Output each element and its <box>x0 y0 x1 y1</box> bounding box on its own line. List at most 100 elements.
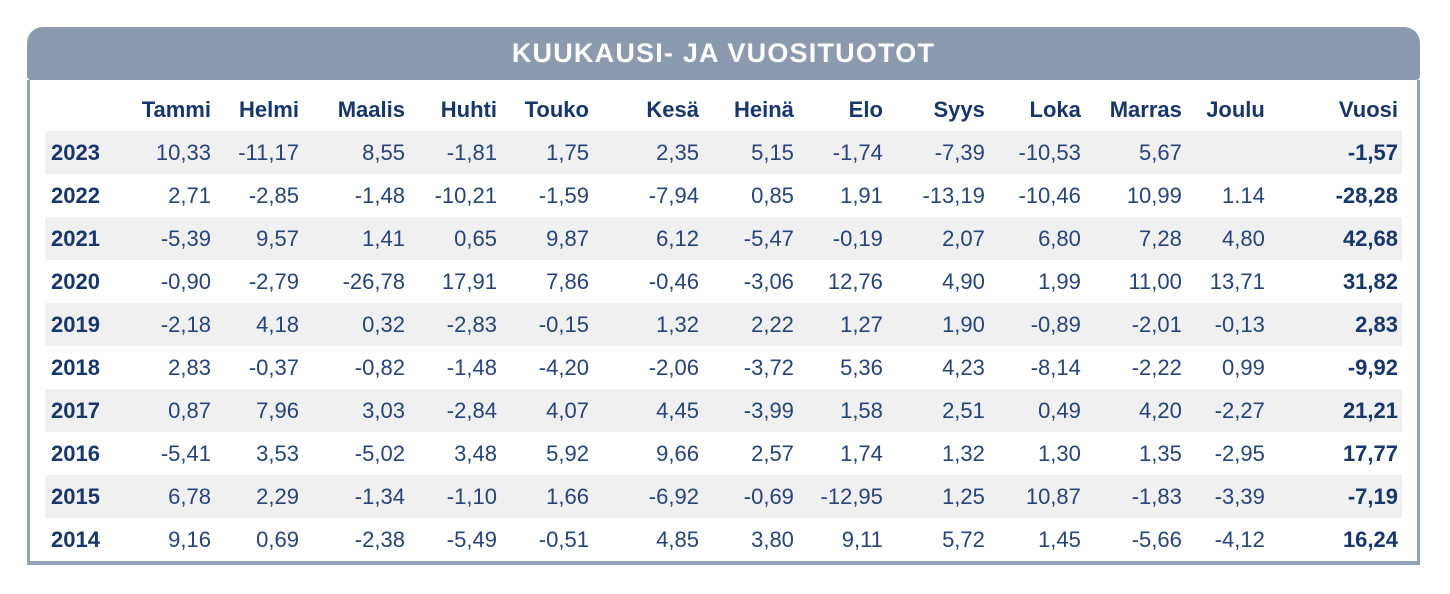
returns-card: KUUKAUSI- JA VUOSITUOTOT Tammi Helmi Maali… <box>27 27 1420 565</box>
value-cell: 1,35 <box>1139 440 1182 466</box>
value-cell: -0,46 <box>648 268 699 294</box>
value-cell: 7,96 <box>256 397 299 423</box>
value-cell: 1,99 <box>1038 268 1081 294</box>
value-cell: 4,18 <box>256 311 299 337</box>
value-cell: 5,67 <box>1139 139 1182 165</box>
value-cell: -5,47 <box>743 225 794 251</box>
value-cell: -5,49 <box>446 526 497 552</box>
year-total-cell: 17,77 <box>1342 440 1398 466</box>
value-cell: 1,41 <box>362 225 405 251</box>
value-cell: -10,46 <box>1018 182 1081 208</box>
value-cell: -8,14 <box>1030 354 1081 380</box>
table-container: Tammi Helmi Maalis Huhti Touko Kesä Heinä Elo Sy… <box>27 80 1420 565</box>
year-cell: 2020 <box>51 268 100 294</box>
value-cell: 1,75 <box>546 139 589 165</box>
table-row: 2022 2,71 -2,85 -1,48 -10,21 -1,59 -7,94 0,85 1,… <box>45 174 1402 217</box>
value-cell: 13,71 <box>1209 268 1265 294</box>
value-cell: -2,84 <box>446 397 497 423</box>
value-cell: 3,80 <box>751 526 794 552</box>
table-row: 2015 6,78 2,29 -1,34 -1,10 1,66 -6,92 -0,69 -12,… <box>45 475 1402 518</box>
value-cell: 4,85 <box>656 526 699 552</box>
value-cell: -7,94 <box>648 182 699 208</box>
value-cell: 0,32 <box>362 311 405 337</box>
value-cell: 1,58 <box>840 397 883 423</box>
column-header: Elo <box>848 96 883 122</box>
value-cell: 4,07 <box>546 397 589 423</box>
value-cell: 10,87 <box>1025 483 1081 509</box>
value-cell: 2,22 <box>751 311 794 337</box>
value-cell: 1,32 <box>656 311 699 337</box>
year-column-header <box>45 80 117 131</box>
value-cell: -0,82 <box>354 354 405 380</box>
value-cell: -2,85 <box>248 182 299 208</box>
value-cell: -2,38 <box>354 526 405 552</box>
column-header: Syys <box>933 96 985 122</box>
value-cell: -0,89 <box>1030 311 1081 337</box>
value-cell: 3,48 <box>454 440 497 466</box>
value-cell: 2,29 <box>256 483 299 509</box>
year-cell: 2014 <box>51 526 100 552</box>
value-cell: 5,15 <box>751 139 794 165</box>
value-cell: 5,36 <box>840 354 883 380</box>
value-cell: 0,65 <box>454 225 497 251</box>
value-cell: -1,59 <box>538 182 589 208</box>
column-header: Heinä <box>734 96 794 122</box>
value-cell: -3,06 <box>743 268 794 294</box>
table-row: 2014 9,16 0,69 -2,38 -5,49 -0,51 4,85 3,80 9,11 5… <box>45 518 1402 561</box>
column-header: Touko <box>524 96 589 122</box>
table-row: 2017 0,87 7,96 3,03 -2,84 4,07 4,45 -3,99 1,58 2,… <box>45 389 1402 432</box>
value-cell: 3,53 <box>256 440 299 466</box>
value-cell: -2,06 <box>648 354 699 380</box>
value-cell: -11,17 <box>238 139 299 165</box>
value-cell: -3,72 <box>743 354 794 380</box>
column-header: Marras <box>1109 96 1182 122</box>
value-cell: -0,37 <box>248 354 299 380</box>
value-cell: -12,95 <box>820 483 883 509</box>
value-cell: -1,10 <box>446 483 497 509</box>
value-cell: -5,39 <box>160 225 211 251</box>
table-row: 2018 2,83 -0,37 -0,82 -1,48 -4,20 -2,06 -3,72 5,… <box>45 346 1402 389</box>
column-header: Tammi <box>141 96 211 122</box>
value-cell: 2,57 <box>751 440 794 466</box>
value-cell: -0,69 <box>743 483 794 509</box>
value-cell: -26,78 <box>342 268 405 294</box>
value-cell: -7,39 <box>934 139 985 165</box>
column-header: Kesä <box>646 96 699 122</box>
value-cell: 4,20 <box>1139 397 1182 423</box>
value-cell: 6,78 <box>168 483 211 509</box>
value-cell: -1,83 <box>1131 483 1182 509</box>
column-header: Loka <box>1029 96 1081 122</box>
value-cell: 9,57 <box>256 225 299 251</box>
value-cell: -4,20 <box>538 354 589 380</box>
table-title-bar: KUUKAUSI- JA VUOSITUOTOT <box>27 27 1420 80</box>
value-cell: 2,35 <box>656 139 699 165</box>
value-cell: 9,16 <box>168 526 211 552</box>
value-cell: 9,11 <box>841 526 883 552</box>
value-cell: 4,90 <box>942 268 985 294</box>
table-title: KUUKAUSI- JA VUOSITUOTOT <box>511 38 936 68</box>
value-cell: 1.14 <box>1222 182 1265 208</box>
value-cell: 6,12 <box>656 225 699 251</box>
value-cell: 9,66 <box>656 440 699 466</box>
table-row: 2016 -5,41 3,53 -5,02 3,48 5,92 9,66 2,57 1,74 1,… <box>45 432 1402 475</box>
column-header: Helmi <box>239 96 299 122</box>
table-row: 2023 10,33 -11,17 8,55 -1,81 1,75 2,35 5,15 -1,7… <box>45 131 1402 174</box>
value-cell: 1,74 <box>840 440 883 466</box>
year-total-cell: -9,92 <box>1347 354 1398 380</box>
year-cell: 2017 <box>51 397 100 423</box>
value-cell: -10,21 <box>434 182 497 208</box>
year-total-cell: 2,83 <box>1355 311 1398 337</box>
value-cell: -0,19 <box>832 225 883 251</box>
column-header: Maalis <box>337 96 405 122</box>
value-cell: 5,72 <box>942 526 985 552</box>
table-row: 2020 -0,90 -2,79 -26,78 17,91 7,86 -0,46 -3,06 1… <box>45 260 1402 303</box>
value-cell: -5,41 <box>160 440 211 466</box>
value-cell: 9,87 <box>546 225 589 251</box>
value-cell: 1,30 <box>1038 440 1081 466</box>
value-cell: 10,33 <box>155 139 211 165</box>
year-total-cell: -7,19 <box>1347 483 1398 509</box>
value-cell: -2,22 <box>1131 354 1182 380</box>
value-cell: 8,55 <box>362 139 405 165</box>
value-cell: 5,92 <box>546 440 589 466</box>
value-cell: 0,87 <box>168 397 211 423</box>
